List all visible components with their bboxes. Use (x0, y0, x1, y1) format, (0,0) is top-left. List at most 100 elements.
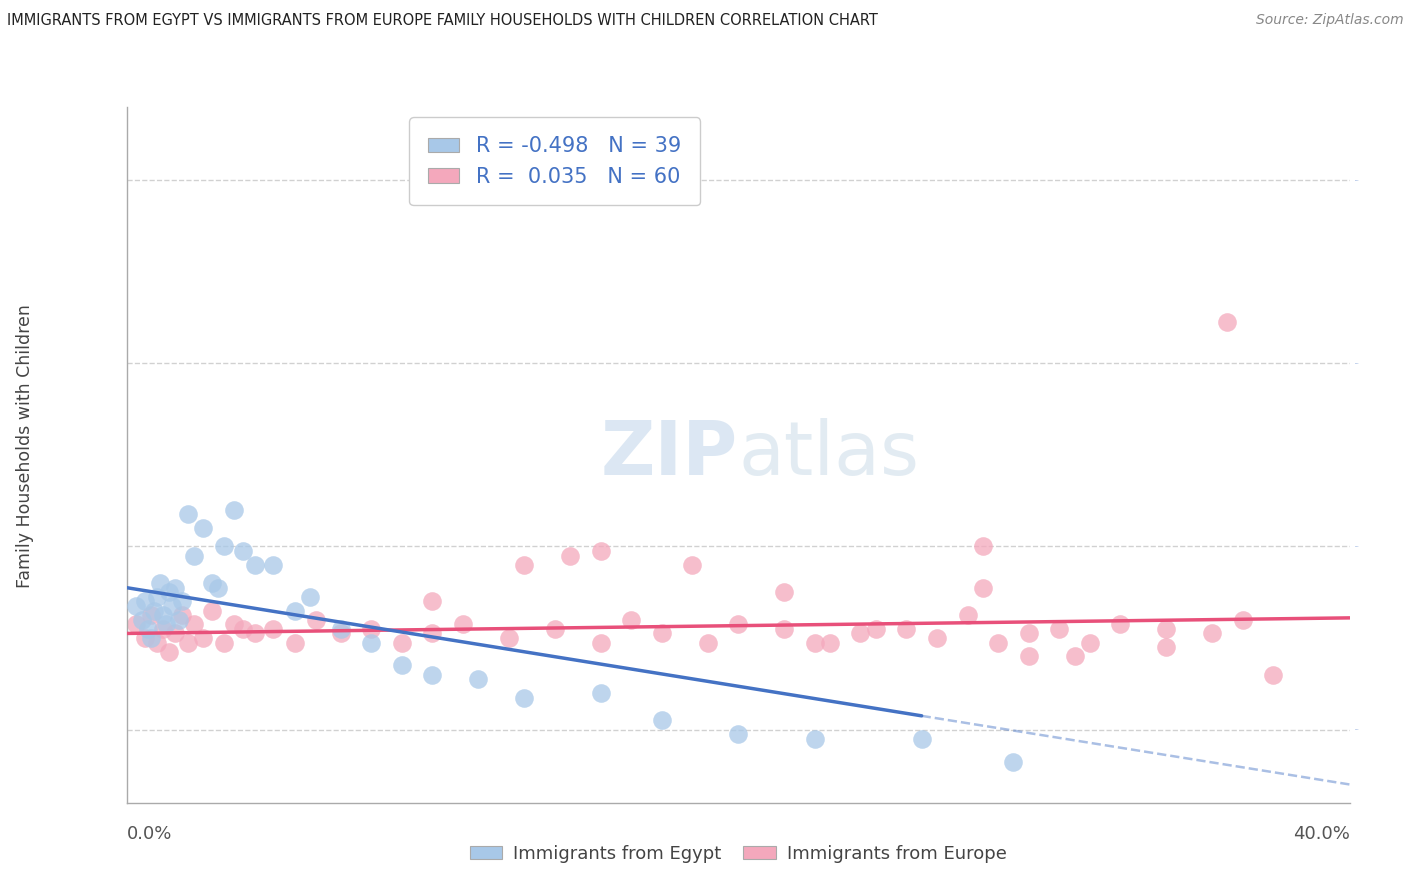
Text: Family Households with Children: Family Households with Children (17, 304, 34, 588)
Point (727, 617, 749, 632)
Point (803, 731, 825, 746)
Point (284, 603, 307, 617)
Point (773, 585, 796, 599)
Point (1002, 755, 1025, 769)
Point (162, 599, 184, 613)
Text: 0.0%: 0.0% (127, 825, 172, 843)
Point (987, 635, 1010, 649)
Text: 40.0%: 40.0% (1294, 825, 1350, 843)
Point (1063, 649, 1085, 664)
Point (305, 613, 328, 627)
Point (183, 549, 205, 563)
Point (284, 635, 307, 649)
Point (589, 686, 612, 700)
Legend: R = -0.498   N = 39, R =  0.035   N = 60: R = -0.498 N = 39, R = 0.035 N = 60 (409, 118, 700, 205)
Point (391, 658, 413, 673)
Point (157, 645, 180, 659)
Point (911, 731, 934, 746)
Point (1263, 667, 1285, 681)
Point (391, 635, 413, 649)
Point (149, 576, 172, 591)
Point (329, 626, 352, 640)
Text: ZIP: ZIP (600, 418, 738, 491)
Point (262, 558, 284, 572)
Point (1156, 622, 1178, 636)
Point (513, 690, 536, 705)
Point (165, 581, 187, 595)
Point (1109, 617, 1132, 632)
Point (191, 631, 214, 645)
Point (696, 635, 718, 649)
Point (152, 622, 174, 636)
Point (170, 594, 193, 608)
Point (139, 631, 162, 645)
Point (467, 672, 489, 686)
Point (422, 594, 444, 608)
Point (177, 508, 200, 522)
Point (925, 631, 948, 645)
Point (1018, 626, 1040, 640)
Point (222, 503, 245, 517)
Point (1201, 626, 1223, 640)
Point (1156, 640, 1178, 655)
Point (222, 617, 245, 632)
Point (558, 549, 581, 563)
Point (956, 608, 979, 623)
Point (207, 581, 229, 595)
Point (773, 622, 796, 636)
Point (157, 585, 180, 599)
Point (1018, 649, 1040, 664)
Point (1216, 315, 1239, 329)
Point (896, 622, 918, 636)
Point (727, 727, 749, 741)
Point (818, 635, 841, 649)
Point (1232, 613, 1254, 627)
Point (167, 613, 190, 627)
Point (262, 622, 284, 636)
Point (1078, 635, 1101, 649)
Point (849, 626, 872, 640)
Point (243, 626, 266, 640)
Point (513, 558, 536, 572)
Point (183, 617, 205, 632)
Point (422, 626, 444, 640)
Point (865, 622, 887, 636)
Text: Source: ZipAtlas.com: Source: ZipAtlas.com (1256, 13, 1403, 28)
Point (134, 631, 156, 645)
Point (972, 581, 994, 595)
Point (360, 622, 382, 636)
Point (620, 613, 643, 627)
Point (972, 540, 994, 554)
Point (589, 544, 612, 558)
Point (299, 590, 322, 604)
Point (360, 635, 382, 649)
Point (152, 608, 174, 623)
Point (651, 626, 673, 640)
Point (1047, 622, 1070, 636)
Point (125, 617, 148, 632)
Point (451, 617, 474, 632)
Point (543, 622, 565, 636)
Point (136, 622, 159, 636)
Point (232, 544, 254, 558)
Point (131, 613, 153, 627)
Point (498, 631, 520, 645)
Point (232, 622, 254, 636)
Point (422, 667, 444, 681)
Point (155, 617, 177, 632)
Point (214, 635, 236, 649)
Point (803, 635, 825, 649)
Text: atlas: atlas (738, 418, 920, 491)
Point (177, 635, 200, 649)
Point (146, 590, 169, 604)
Point (243, 558, 266, 572)
Point (201, 576, 224, 591)
Point (170, 608, 193, 623)
Point (125, 599, 148, 613)
Point (191, 521, 214, 535)
Point (589, 635, 612, 649)
Point (146, 635, 169, 649)
Point (143, 603, 166, 617)
Point (329, 622, 352, 636)
Point (651, 714, 673, 728)
